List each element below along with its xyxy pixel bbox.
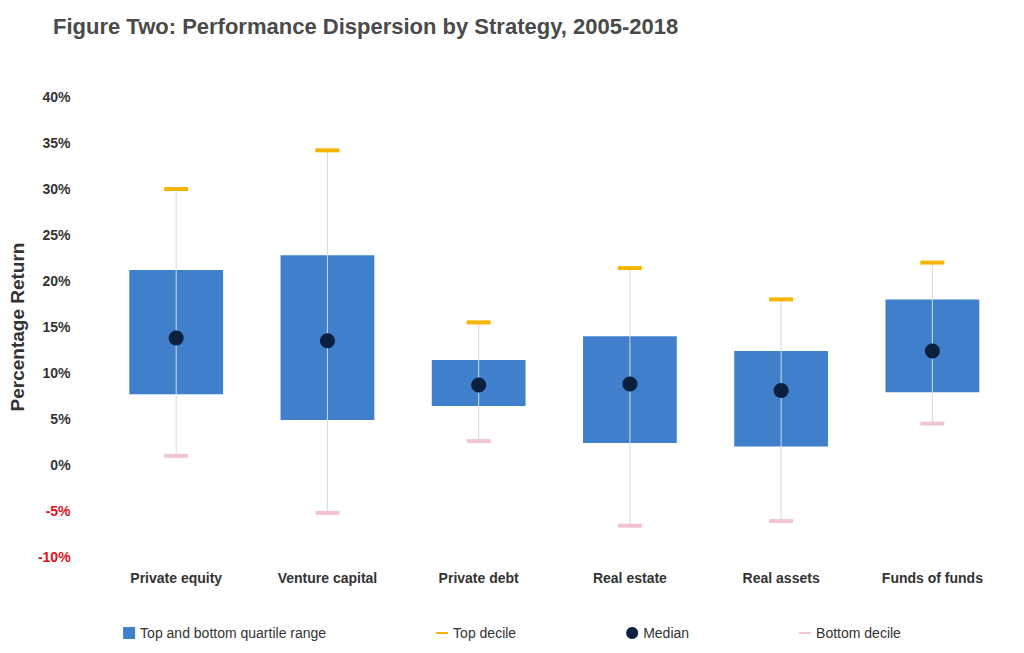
svg-text:Real estate: Real estate bbox=[593, 570, 667, 586]
svg-text:0%: 0% bbox=[50, 457, 71, 473]
svg-text:Private equity: Private equity bbox=[130, 570, 222, 586]
svg-text:35%: 35% bbox=[43, 135, 72, 151]
svg-text:30%: 30% bbox=[43, 181, 72, 197]
svg-text:Top and bottom quartile range: Top and bottom quartile range bbox=[140, 625, 326, 641]
svg-text:Real assets: Real assets bbox=[743, 570, 820, 586]
svg-text:Venture capital: Venture capital bbox=[278, 570, 378, 586]
svg-text:40%: 40% bbox=[43, 89, 72, 105]
svg-text:Private debt: Private debt bbox=[439, 570, 519, 586]
svg-text:Median: Median bbox=[643, 625, 689, 641]
svg-text:-10%: -10% bbox=[38, 549, 71, 565]
svg-text:Top decile: Top decile bbox=[453, 625, 516, 641]
svg-text:Figure Two: Performance Disper: Figure Two: Performance Dispersion by St… bbox=[53, 14, 678, 39]
svg-text:Funds of funds: Funds of funds bbox=[882, 570, 983, 586]
svg-text:Bottom decile: Bottom decile bbox=[816, 625, 901, 641]
svg-text:Percentage Return: Percentage Return bbox=[7, 243, 28, 412]
svg-text:10%: 10% bbox=[43, 365, 72, 381]
svg-text:20%: 20% bbox=[43, 273, 72, 289]
svg-text:5%: 5% bbox=[50, 411, 71, 427]
svg-text:15%: 15% bbox=[43, 319, 72, 335]
svg-text:-5%: -5% bbox=[46, 503, 71, 519]
svg-text:25%: 25% bbox=[43, 227, 72, 243]
